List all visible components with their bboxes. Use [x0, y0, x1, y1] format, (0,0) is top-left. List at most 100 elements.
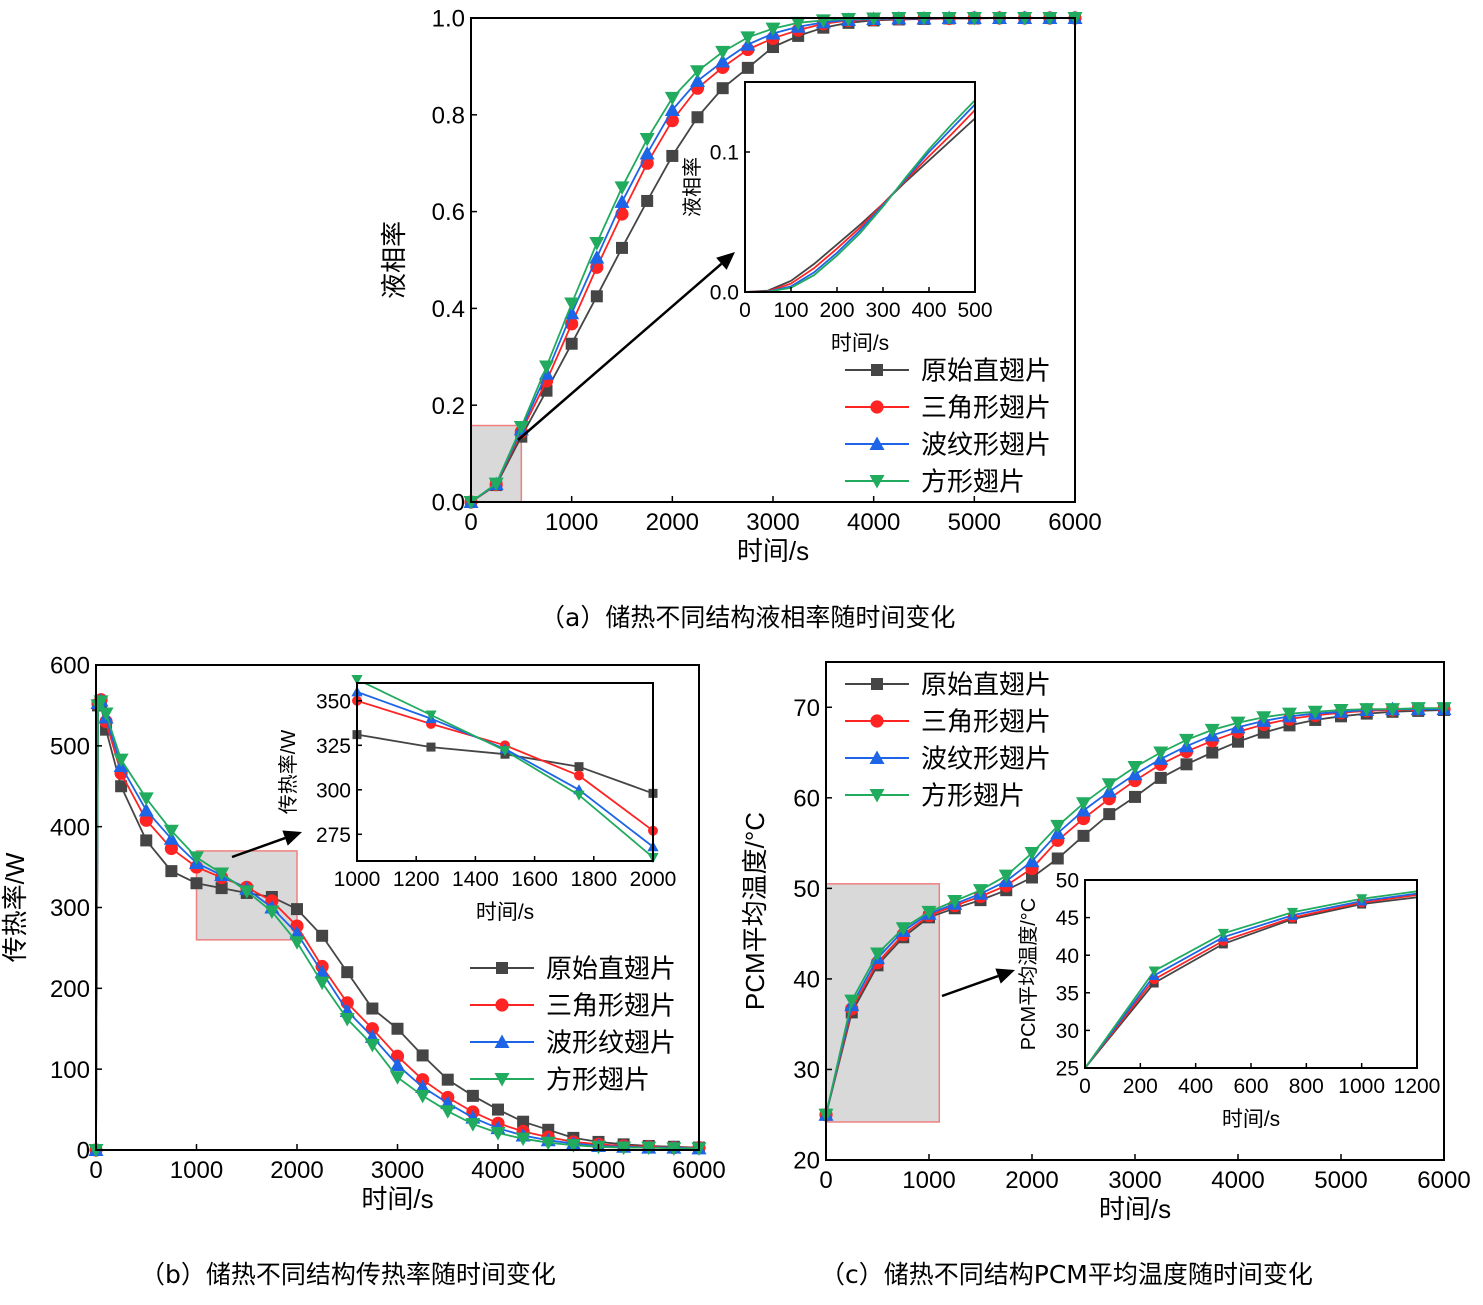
chart-a-series-3-point [513, 420, 529, 435]
chart-a-ytick-label: 0.6 [432, 199, 465, 226]
chart-c-series-3-point [1410, 702, 1426, 716]
chart-b-series-3-point [214, 867, 230, 882]
chart-b-inset-series-3-point [351, 674, 363, 686]
chart-b-series-0-point [466, 1089, 479, 1102]
chart-b-ytick-label: 400 [50, 814, 90, 841]
chart-a-series-3-point [765, 22, 781, 37]
chart-b-series-3-point [490, 1127, 506, 1141]
chart-b-xtick-label: 6000 [672, 1157, 725, 1184]
chart-b-inset-series-0-point [426, 742, 436, 752]
chart-b-xtick-label: 5000 [572, 1157, 625, 1184]
chart-c-xtick-label: 1000 [902, 1167, 955, 1194]
chart-b-inset-series-1-point [574, 770, 584, 781]
chart-b-series-2-point [138, 803, 154, 817]
chart-c-inset: 0 200 400 600 800 1000 1200 25 30 35 40 45 50 时间/s PCM… [1017, 870, 1440, 1131]
chart-c-xtick-label: 0 [819, 1167, 832, 1194]
chart-b-series-0-point [341, 966, 354, 979]
chart-a-inset-xtick-label: 400 [911, 299, 946, 322]
chart-c-inset-ytick-label: 30 [1056, 1020, 1079, 1043]
chart-b-series-3-point [113, 753, 129, 768]
chart-a-inset-xtick-label: 500 [957, 299, 992, 322]
chart-b-series-3-point [515, 1132, 531, 1147]
chart-b-series-2-point [314, 964, 330, 979]
chart-b-y-axis-label: 传热率/W [0, 852, 30, 962]
chart-a-xtick-label: 6000 [1048, 509, 1101, 536]
chart-a-series-3-point [564, 297, 580, 312]
chart-b-inset-xtick-label: 1200 [393, 868, 440, 891]
chart-b-series-3-point [339, 1013, 355, 1027]
chart-c-series-0-point [1206, 746, 1219, 759]
chart-a-series-0-point [741, 61, 754, 74]
chart-c-inset-y-axis-label: PCM平均温度/°C [1017, 898, 1040, 1050]
chart-b-legend-label-2: 波形纹翅片 [546, 1027, 676, 1057]
chart-c-series-3-point [947, 895, 963, 909]
chart-a-xtick-label: 3000 [746, 509, 799, 536]
chart-b-inset-frame [356, 682, 654, 862]
chart-b-series-0-point [190, 877, 203, 890]
chart-a-series-2-point [639, 146, 655, 160]
chart-b-series-0-point [115, 780, 128, 793]
chart-b-legend-marker-0 [496, 962, 508, 974]
chart-c-series-3-point [844, 994, 860, 1009]
chart-c-zoom-region [825, 883, 941, 1123]
chart-c-legend-label-2: 波纹形翅片 [921, 743, 1051, 773]
chart-a-xtick-label: 5000 [948, 509, 1001, 536]
chart-a-series-0-point [691, 111, 704, 124]
chart-b-legend-marker-1 [495, 998, 509, 1012]
chart-c-series-3-point [1024, 847, 1040, 861]
chart-b-zoom-arrow-head [282, 830, 302, 846]
chart-b-series-line-0 [96, 704, 699, 1150]
chart-b-inset-xtick-label: 1600 [511, 868, 558, 891]
chart-b-series-0-point [215, 882, 228, 895]
chart-b-inset-series-3-point [499, 746, 511, 757]
chart-c-inset-xtick-label: 200 [1123, 1075, 1158, 1098]
chart-b-series-1-point [390, 1049, 405, 1063]
chart-a-series-3-point [614, 181, 630, 195]
chart-b-inset-y-axis-label: 传热率/W [277, 730, 300, 815]
chart-b-ytick-label: 100 [50, 1057, 90, 1084]
chart-a-inset-series-line-3 [745, 99, 975, 292]
chart-c-chart: 0 1000 2000 3000 4000 5000 6000203040506070时间/… [740, 661, 1471, 1224]
chart-c-series-3-point [1179, 733, 1194, 748]
chart-a-inset-series-line-0 [745, 117, 975, 292]
chart-a-ytick-label: 1.0 [432, 6, 465, 33]
chart-c-legend-label-1: 三角形翅片 [921, 706, 1051, 736]
chart-c-series-3-point [1230, 716, 1246, 731]
chart-b-series-3-point [163, 824, 179, 839]
chart-a-series-1-point [665, 114, 679, 128]
chart-b-inset-ytick-label: 325 [316, 735, 351, 758]
chart-c-inset-series-line-2 [1085, 892, 1417, 1068]
caption-c: （c）储热不同结构PCM平均温度随时间变化 [820, 1260, 1313, 1289]
chart-b-series-3-point [264, 905, 280, 920]
chart-c-series-3-point [1385, 703, 1400, 717]
chart-c-xtick-label: 2000 [1005, 1167, 1058, 1194]
chart-b-series-1-point [139, 813, 153, 827]
chart-a-xtick-label: 1000 [545, 509, 598, 536]
chart-b-series-3-point [189, 851, 204, 865]
chart-a-series-2-point [715, 54, 731, 68]
chart-c-xtick-label: 6000 [1417, 1167, 1470, 1194]
chart-b-ytick-label: 500 [50, 733, 90, 760]
chart-b-inset-series-0-point [574, 762, 584, 772]
chart-c-legend-marker-2 [869, 750, 885, 764]
chart-c-ytick-label: 60 [793, 785, 820, 812]
chart-c-series-0-point [1026, 871, 1038, 884]
chart-c-series-3-point [870, 947, 885, 962]
chart-a-inset-xtick-label: 300 [865, 299, 900, 322]
chart-c-series-3-point [1204, 723, 1220, 738]
chart-c-series-3-point [973, 884, 988, 898]
chart-b-inset-xtick-label: 1800 [570, 868, 617, 891]
chart-b-inset-bg [357, 683, 653, 861]
chart-c-legend-label-3: 方形翅片 [921, 780, 1025, 810]
chart-a-series-2-point [614, 194, 630, 208]
chart-b-series-2-point [390, 1057, 405, 1072]
chart-c-series-3-point [1101, 778, 1117, 792]
chart-b-series-1-point [164, 841, 178, 856]
chart-b-series-3-point [641, 1141, 657, 1156]
chart-c-ytick-label: 40 [793, 967, 820, 994]
chart-b-series-0-point [291, 903, 303, 916]
chart-c-series-3-point [1282, 707, 1297, 722]
chart-b-series-3-point [540, 1136, 556, 1151]
chart-b-series-line-2 [96, 699, 699, 1150]
chart-b-series-0-point [391, 1022, 404, 1035]
